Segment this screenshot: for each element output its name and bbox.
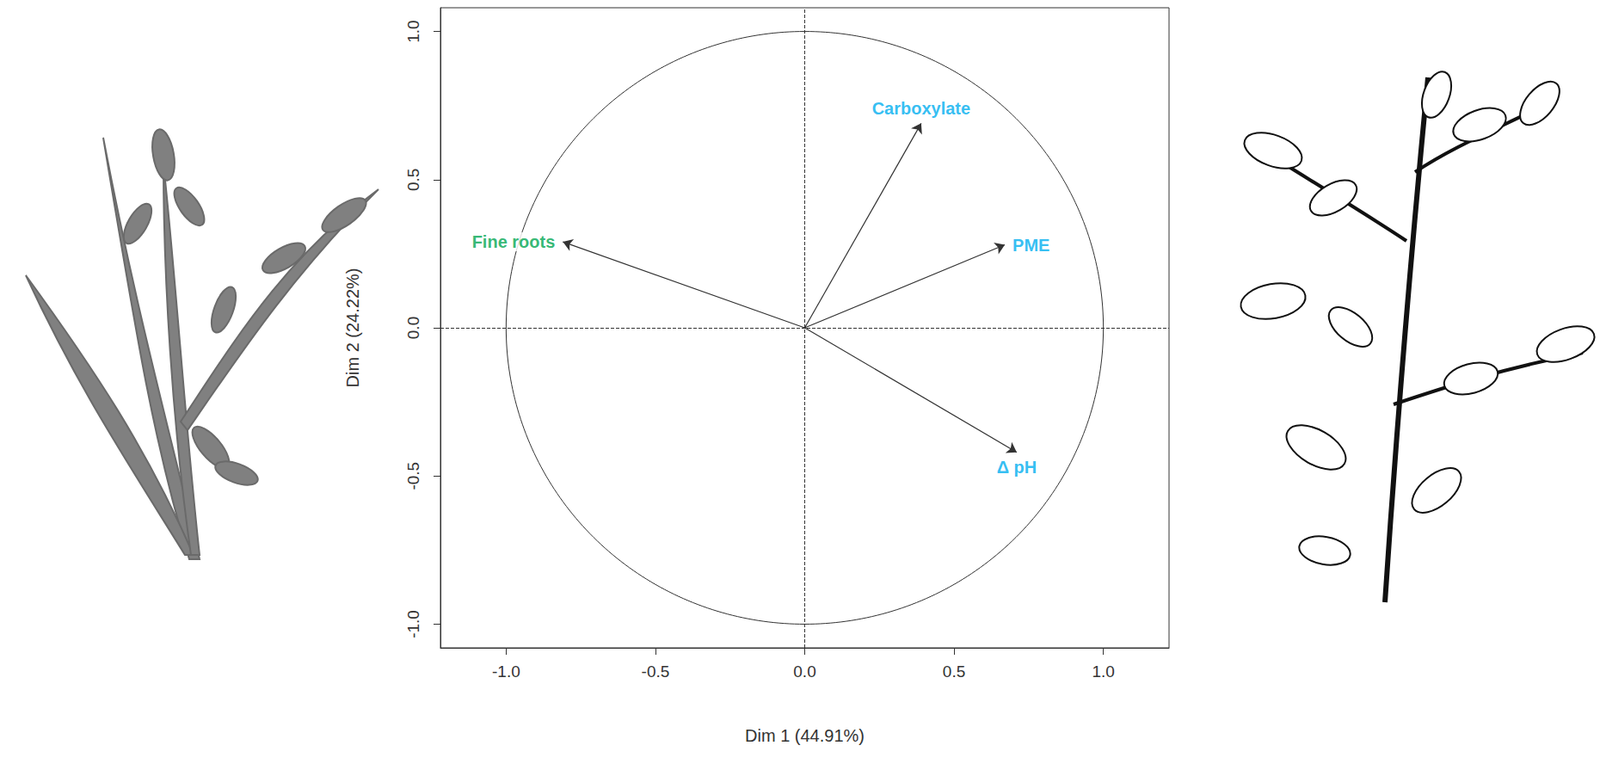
svg-text:Dim 2 (24.22%): Dim 2 (24.22%) (343, 268, 363, 388)
svg-text:-1.0: -1.0 (404, 609, 423, 639)
svg-text:1.0: 1.0 (1091, 662, 1114, 681)
svg-text:0.5: 0.5 (404, 168, 423, 191)
svg-text:1.0: 1.0 (404, 19, 423, 43)
svg-text:PME: PME (1012, 235, 1050, 255)
svg-text:Fine roots: Fine roots (472, 232, 556, 252)
svg-text:-0.5: -0.5 (404, 461, 423, 491)
svg-text:Δ pH: Δ pH (996, 457, 1038, 477)
svg-text:0.5: 0.5 (942, 662, 966, 681)
svg-text:0.0: 0.0 (404, 316, 423, 339)
svg-text:0.0: 0.0 (793, 662, 816, 681)
svg-text:-0.5: -0.5 (641, 662, 671, 681)
svg-text:Dim 1 (44.91%): Dim 1 (44.91%) (744, 726, 865, 745)
svg-text:Carboxylate: Carboxylate (872, 98, 972, 118)
svg-text:-1.0: -1.0 (492, 662, 521, 681)
